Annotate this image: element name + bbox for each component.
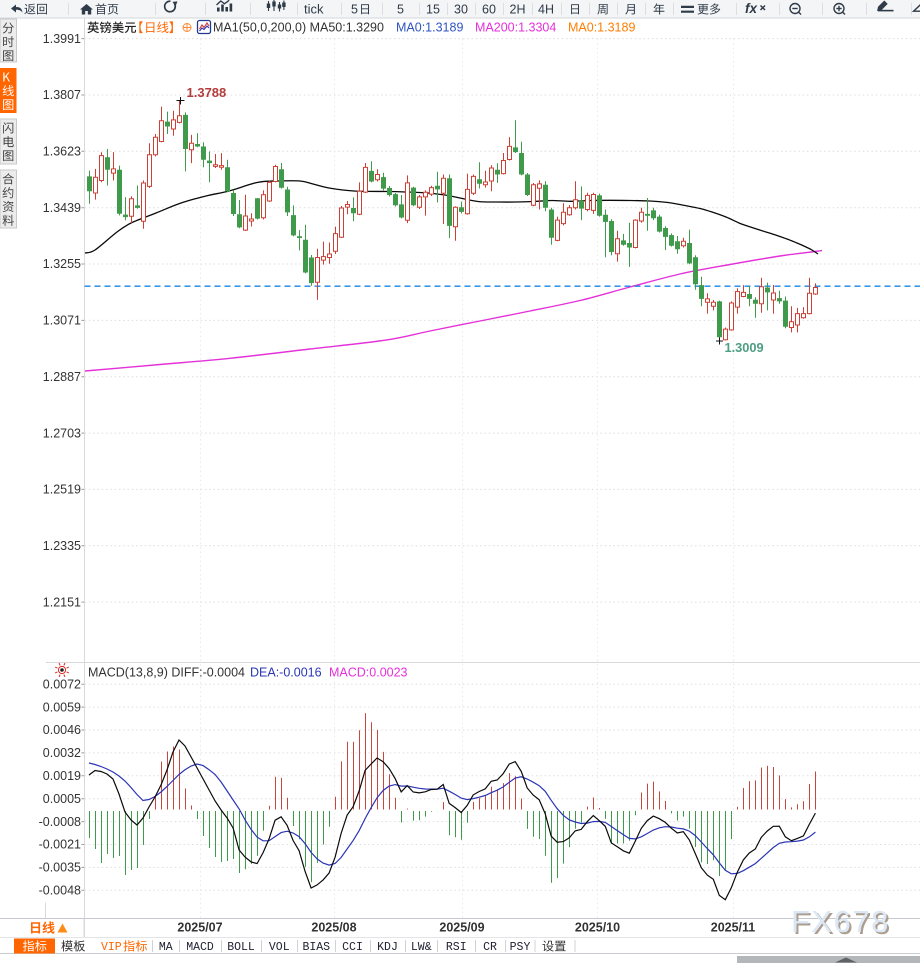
svg-text:1.3788: 1.3788 [187, 85, 227, 100]
svg-text:0.0059: 0.0059 [43, 700, 81, 714]
svg-text:2025/08: 2025/08 [311, 921, 356, 935]
svg-text:1.2519: 1.2519 [43, 483, 81, 497]
svg-text:MACD:0.0023: MACD:0.0023 [329, 666, 408, 680]
svg-text:2025/10: 2025/10 [575, 921, 620, 935]
svg-text:1.3009: 1.3009 [725, 340, 764, 355]
svg-text:1.3071: 1.3071 [43, 314, 81, 328]
svg-text:MACD(13,8,9) DIFF:-0.0004: MACD(13,8,9) DIFF:-0.0004 [88, 666, 245, 680]
svg-text:1.3623: 1.3623 [43, 145, 81, 159]
svg-text:5: 5 [351, 3, 358, 17]
svg-text:1.2703: 1.2703 [43, 426, 81, 440]
svg-text:4H: 4H [538, 3, 554, 17]
svg-text:fx: fx [745, 1, 757, 16]
svg-text:-0.0048: -0.0048 [39, 884, 81, 898]
svg-text:KDJ: KDJ [377, 941, 398, 954]
svg-text:2H: 2H [510, 3, 526, 17]
svg-text:LW&: LW& [411, 941, 432, 954]
svg-text:0.0046: 0.0046 [43, 723, 81, 737]
svg-text:MA0:1.3189: MA0:1.3189 [396, 21, 463, 35]
svg-text:VIP: VIP [101, 941, 122, 954]
svg-text:30: 30 [454, 3, 468, 17]
svg-text:1.2151: 1.2151 [43, 595, 81, 609]
svg-text:0.0005: 0.0005 [43, 792, 81, 806]
svg-text:1.3991: 1.3991 [43, 32, 81, 46]
svg-text:0.0072: 0.0072 [43, 677, 81, 691]
svg-text:1.3807: 1.3807 [43, 88, 81, 102]
svg-text:-0.0035: -0.0035 [39, 861, 81, 875]
svg-text:MACD: MACD [186, 941, 214, 954]
svg-text:2025/07: 2025/07 [177, 921, 222, 935]
svg-text:1.2887: 1.2887 [43, 370, 81, 384]
svg-text:60: 60 [482, 3, 496, 17]
svg-text:1.3255: 1.3255 [43, 257, 81, 271]
svg-text:1.3439: 1.3439 [43, 201, 81, 215]
svg-text:15: 15 [426, 3, 440, 17]
svg-text:-0.0008: -0.0008 [39, 815, 81, 829]
svg-text:MA1(50,0,200,0) MA50:1.3290: MA1(50,0,200,0) MA50:1.3290 [213, 21, 384, 35]
svg-text:FX678: FX678 [793, 906, 892, 941]
svg-text:-0.0021: -0.0021 [39, 838, 81, 852]
svg-text:CR: CR [483, 941, 497, 954]
svg-text:2025/11: 2025/11 [711, 921, 756, 935]
svg-text:RSI: RSI [446, 941, 467, 954]
svg-text:PSY: PSY [510, 941, 531, 954]
svg-text:5: 5 [397, 3, 404, 17]
svg-text:MA200:1.3304: MA200:1.3304 [475, 21, 556, 35]
svg-text:1.2335: 1.2335 [43, 539, 81, 553]
svg-text:CCI: CCI [342, 941, 363, 954]
svg-text:DEA:-0.0016: DEA:-0.0016 [250, 666, 322, 680]
svg-text:tick: tick [304, 2, 324, 17]
svg-text:2025/09: 2025/09 [439, 921, 484, 935]
svg-text:MA0:1.3189: MA0:1.3189 [568, 21, 635, 35]
svg-text:MA: MA [159, 941, 173, 954]
svg-text:BIAS: BIAS [302, 941, 330, 954]
svg-text:0.0032: 0.0032 [43, 746, 81, 760]
svg-text:FX678: FX678 [791, 904, 890, 939]
svg-text:VOL: VOL [269, 941, 290, 954]
svg-text:0.0019: 0.0019 [43, 769, 81, 783]
svg-text:BOLL: BOLL [227, 941, 255, 954]
